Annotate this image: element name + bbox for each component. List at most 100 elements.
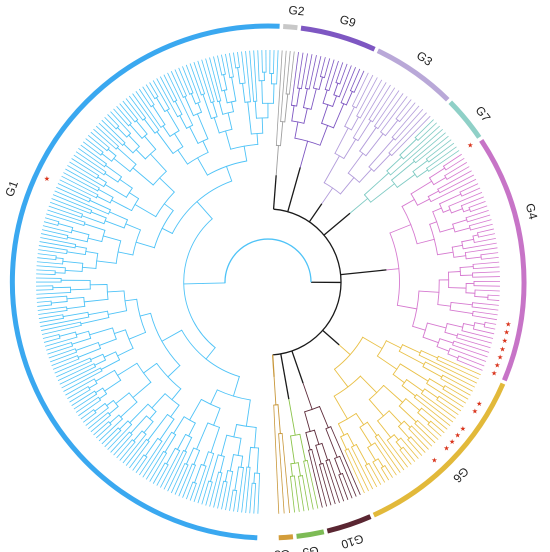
- tree-leaf-g4: [473, 328, 495, 335]
- tree-stem-g4: [453, 255, 467, 258]
- tree-leaf-g1: [135, 456, 148, 474]
- tree-leaf-g3: [353, 82, 387, 139]
- tree-stem-g1: [123, 143, 134, 154]
- backbone-stem: [272, 354, 275, 377]
- tree-leaf-g1: [107, 424, 132, 450]
- tree-leaf-g1: [80, 409, 94, 420]
- tree-stem-g10: [334, 457, 342, 475]
- tree-leaf-g3: [377, 93, 404, 129]
- tree-stem-g1: [155, 97, 166, 112]
- tree-stem-g1: [116, 147, 137, 165]
- tree-stem-g1: [59, 331, 77, 337]
- tree-stem-g4: [463, 323, 475, 327]
- tree-stem-g10: [313, 429, 320, 445]
- tree-leaf-g1: [69, 389, 91, 403]
- tree-leaf-g4: [445, 157, 465, 171]
- tree-leaf-g4: [472, 315, 497, 321]
- tree-leaf-g1: [233, 52, 237, 68]
- tree-stem-g1: [210, 389, 218, 405]
- tree-leaf-g4: [478, 233, 495, 238]
- tree-leaf-g4: [473, 266, 500, 270]
- tree-leaf-g9: [297, 52, 304, 89]
- red-star-icon: ★: [494, 362, 500, 370]
- tree-leaf-g10: [338, 474, 349, 500]
- tree-leaf-g1: [152, 462, 166, 484]
- tree-leaf-g1: [253, 50, 258, 102]
- tree-leaf-g4: [473, 311, 498, 316]
- tree-leaf-g1: [213, 472, 223, 508]
- tree-leaf-g9: [339, 63, 348, 85]
- tree-leaf-g1: [249, 483, 253, 514]
- tree-leaf-g4: [449, 348, 487, 362]
- tree-stem-g4: [401, 199, 415, 207]
- tree-stem-g1: [225, 130, 232, 150]
- tree-stem-g4: [439, 193, 462, 205]
- red-star-icon: ★: [467, 142, 473, 150]
- tree-leaf-g5: [303, 461, 314, 510]
- tree-leaf-g1: [44, 217, 59, 223]
- tree-leaf-g3: [359, 79, 383, 119]
- tree-stem-g1: [57, 223, 74, 229]
- tree-leaf-g6: [407, 439, 423, 456]
- tree-stem-g1: [196, 201, 213, 220]
- tree-leaf-g1: [182, 465, 196, 498]
- tree-leaf-g1: [113, 434, 133, 456]
- tree-leaf-g1: [241, 51, 246, 84]
- tree-leaf-g5: [290, 476, 295, 513]
- tree-leaf-g4: [473, 261, 500, 265]
- tree-leaf-g6: [364, 465, 378, 488]
- tree-stem-g8: [273, 376, 277, 406]
- tree-leaf-g8: [278, 433, 285, 514]
- group-ring-g4: [479, 138, 527, 382]
- group-label-g1: G1: [2, 178, 21, 198]
- tree-leaf-g10: [311, 449, 328, 507]
- tree-stem-g6: [398, 426, 410, 439]
- tree-leaf-g10: [319, 464, 332, 506]
- tree-stem-g3: [344, 106, 355, 127]
- tree-stem-g10: [325, 428, 338, 458]
- tree-stem-g7: [399, 138, 418, 156]
- tree-stem-g4: [412, 325, 426, 331]
- tree-stem-g1: [163, 203, 174, 212]
- tree-stem-g6: [395, 441, 402, 450]
- tree-stem-g1: [70, 288, 91, 291]
- tree-stem-g1: [223, 89, 228, 104]
- tree-leaf-g1: [116, 439, 133, 459]
- tree-stem-g3: [340, 177, 355, 195]
- tree-stem-g1: [74, 245, 87, 249]
- tree-leaf-g1: [50, 351, 77, 363]
- tree-stem-g1: [193, 450, 200, 466]
- tree-stem-g1: [119, 420, 129, 430]
- backbone-stem: [280, 353, 290, 400]
- tree-leaf-g1: [71, 158, 99, 176]
- tree-leaf-g1: [139, 441, 163, 476]
- red-star-icon: ★: [431, 457, 437, 465]
- tree-stem-g4: [465, 256, 482, 260]
- tree-stem-g6: [399, 363, 429, 382]
- tree-stem-g7: [396, 173, 416, 188]
- tree-stem-g1: [94, 359, 106, 366]
- tree-leaf-g6: [442, 388, 467, 404]
- tree-leaf-g1: [56, 186, 90, 203]
- tree-stem-g6: [359, 426, 372, 446]
- tree-stem-g1: [156, 131, 174, 154]
- tree-leaf-g6: [380, 467, 390, 481]
- tree-leaf-g1: [78, 399, 101, 417]
- tree-stem-g1: [132, 381, 152, 398]
- tree-stem-g4: [426, 322, 447, 329]
- tree-leaf-g6: [417, 420, 439, 440]
- tree-leaf-g1: [145, 451, 164, 480]
- red-star-icon: ★: [472, 407, 478, 415]
- group-label-g4: G4: [523, 202, 541, 221]
- tree-stem-g1: [117, 347, 134, 357]
- tree-stem-g1: [202, 140, 209, 153]
- tree-stem-g1: [166, 447, 176, 465]
- tree-leaf-g1: [90, 131, 110, 149]
- tree-leaf-g5: [293, 475, 300, 512]
- tree-stem-g1: [119, 178, 133, 189]
- red-star-icon: ★: [44, 175, 50, 183]
- tree-stem-g1: [95, 387, 104, 394]
- tree-stem-g4: [439, 338, 454, 344]
- tree-leaf-g1: [37, 253, 57, 257]
- tree-stem-g3: [323, 155, 340, 184]
